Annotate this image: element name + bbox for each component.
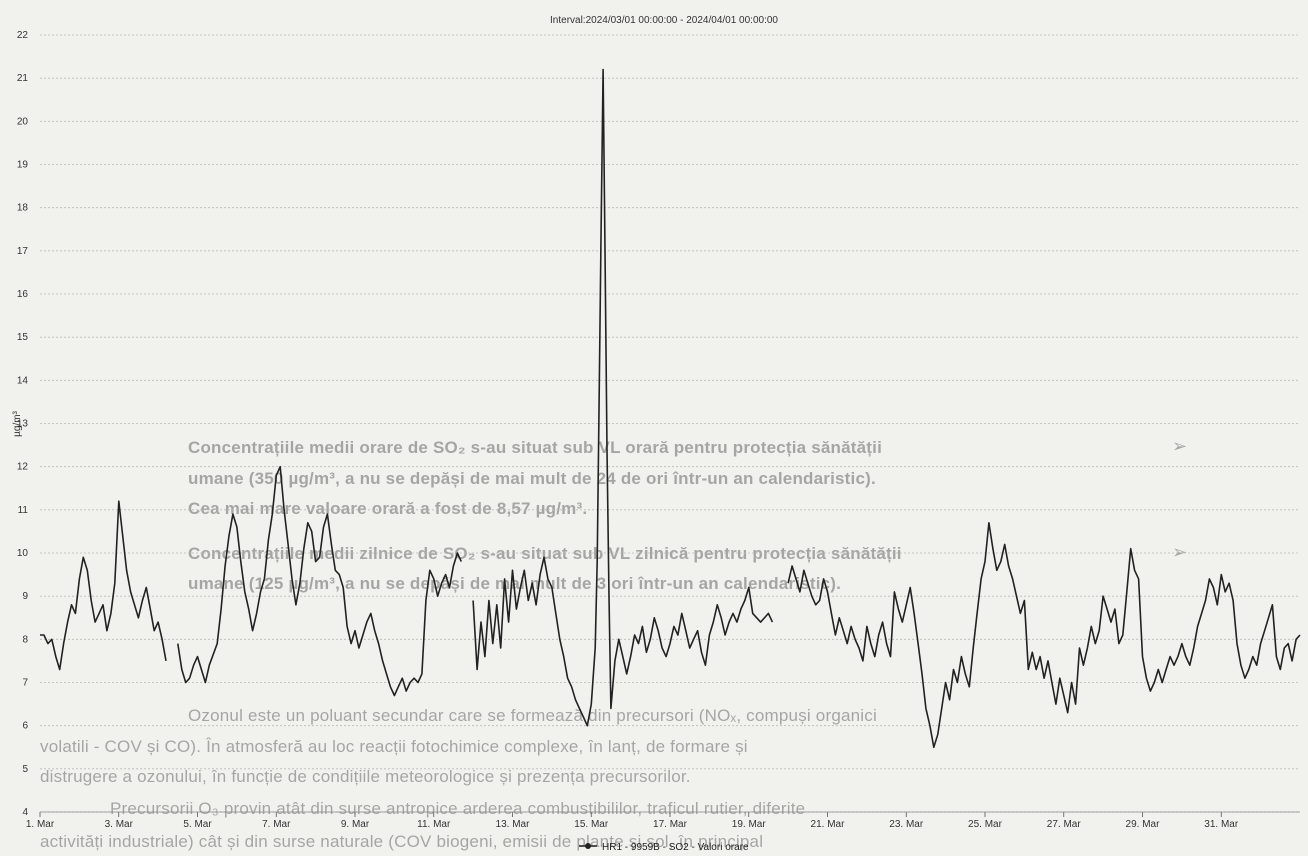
x-tick-label: 7. Mar <box>262 819 291 830</box>
y-axis-ticks: 4 5 6 7 8 9 10 11 12 13 14 15 16 17 18 19 20 21 22 <box>17 30 29 818</box>
series-line-segment <box>40 500 167 671</box>
series-line-segment <box>787 521 1301 749</box>
x-tick-label: 11. Mar <box>417 819 451 830</box>
series-layer <box>40 68 1301 749</box>
gridlines <box>40 34 1300 813</box>
y-tick-label: 5 <box>22 764 28 775</box>
y-tick-label: 21 <box>17 73 29 84</box>
y-tick-label: 10 <box>17 548 29 559</box>
x-tick-label: 3. Mar <box>105 819 134 830</box>
y-tick-label: 19 <box>17 160 29 171</box>
series-line-segment <box>472 68 774 727</box>
x-tick-label: 19. Mar <box>732 819 767 830</box>
x-tick-label: 15. Mar <box>574 819 609 830</box>
x-tick-label: 17. Mar <box>653 819 688 830</box>
x-tick-label: 5. Mar <box>183 819 212 830</box>
x-tick-label: 21. Mar <box>811 819 846 830</box>
y-tick-label: 20 <box>17 116 29 127</box>
y-tick-label: 17 <box>17 246 29 257</box>
y-tick-label: 9 <box>22 591 28 602</box>
y-tick-label: 8 <box>22 634 28 645</box>
series-line-segment <box>177 465 463 697</box>
y-tick-label: 12 <box>17 462 29 473</box>
y-tick-label: 22 <box>17 30 29 41</box>
y-tick-label: 14 <box>17 375 29 386</box>
y-tick-label: 16 <box>17 289 29 300</box>
y-tick-label: 6 <box>22 721 28 732</box>
y-tick-label: 7 <box>22 678 28 689</box>
y-tick-label: 4 <box>22 807 28 818</box>
legend[interactable]: HR1 - 9959B - SO2 - Valori orare <box>579 842 749 853</box>
x-axis-ticks: 1. Mar 3. Mar 5. Mar 7. Mar 9. Mar 11. Mar 13.… <box>26 811 1300 830</box>
x-tick-label: 23. Mar <box>889 819 924 830</box>
y-tick-label: 11 <box>18 505 29 516</box>
x-tick-label: 9. Mar <box>341 819 370 830</box>
x-tick-label: 31. Mar <box>1204 819 1239 830</box>
y-tick-label: 13 <box>17 419 29 430</box>
x-tick-label: 25. Mar <box>968 819 1003 830</box>
x-tick-label: 27. Mar <box>1047 819 1082 830</box>
legend-dot-marker <box>585 843 591 849</box>
y-axis-label: µg/m³ <box>12 410 23 436</box>
x-tick-label: 1. Mar <box>26 819 55 830</box>
y-tick-label: 18 <box>17 203 29 214</box>
x-tick-label: 13. Mar <box>496 819 531 830</box>
x-tick-label: 29. Mar <box>1126 819 1161 830</box>
chart-title: Interval:2024/03/01 00:00:00 - 2024/04/0… <box>550 15 778 26</box>
legend-series-label: HR1 - 9959B - SO2 - Valori orare <box>602 842 749 853</box>
y-tick-label: 15 <box>17 332 29 343</box>
